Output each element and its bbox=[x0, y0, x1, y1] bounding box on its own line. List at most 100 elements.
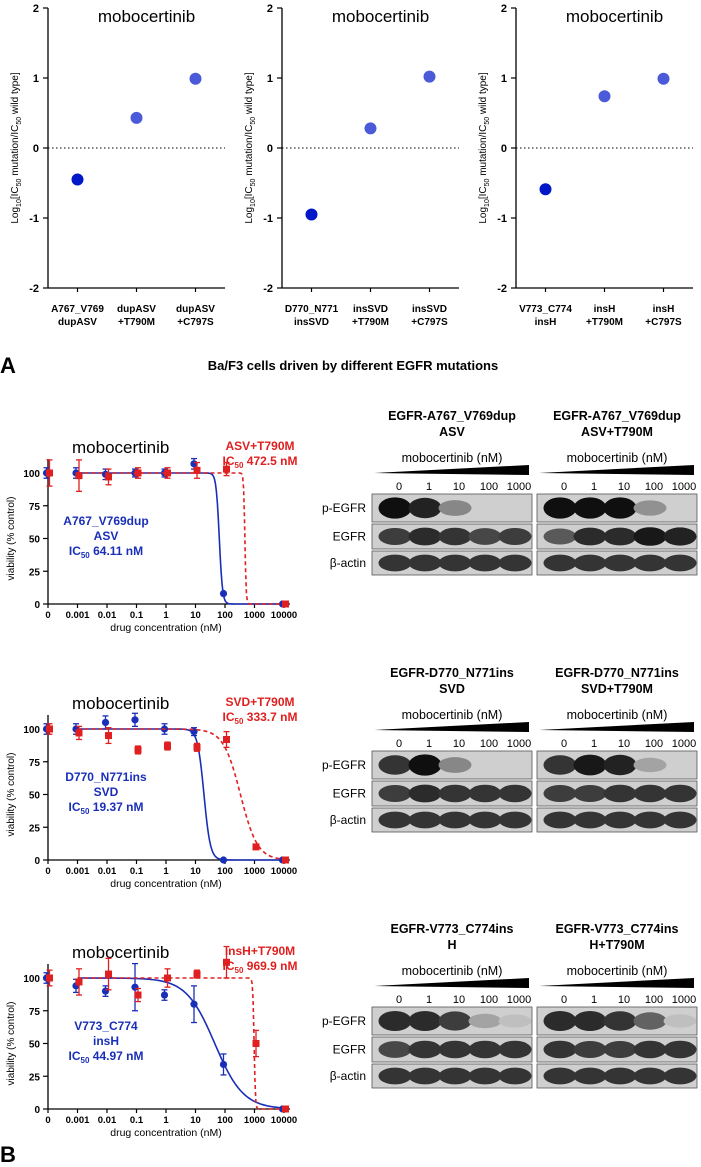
western-blot-4: EGFR-D770_N771ins SVD+T790M mobocertinib (… bbox=[536, 666, 698, 833]
x-tick-label: dupASV bbox=[117, 304, 156, 315]
series-label: D770_N771ins bbox=[65, 770, 147, 784]
ic50-label-part: 50 bbox=[235, 966, 244, 975]
x-axis-label: drug concentration (nM) bbox=[110, 622, 221, 634]
data-point bbox=[223, 465, 230, 473]
fit-curve bbox=[77, 977, 285, 1109]
blot-band bbox=[438, 1040, 472, 1059]
blot-band bbox=[408, 497, 442, 519]
blot-band bbox=[543, 528, 577, 545]
blot-band bbox=[438, 554, 472, 572]
y-tick-label: -1 bbox=[263, 213, 273, 225]
data-point bbox=[134, 991, 142, 999]
x-tick-label: insSVD bbox=[412, 304, 447, 315]
concentration-wedge bbox=[539, 978, 694, 988]
x-tick-label: 1 bbox=[163, 866, 169, 877]
data-point bbox=[101, 718, 110, 727]
blot-band bbox=[633, 527, 667, 546]
blot-band bbox=[543, 784, 577, 803]
lane-label: 100 bbox=[480, 738, 498, 750]
blot-band bbox=[573, 527, 607, 546]
data-point bbox=[223, 958, 230, 966]
blot-title: EGFR-D770_N771ins bbox=[555, 666, 679, 680]
blot-band bbox=[633, 784, 667, 803]
x-tick-label: 1 bbox=[163, 610, 169, 621]
blot-band bbox=[408, 554, 442, 572]
data-point bbox=[46, 469, 53, 477]
blot-title: EGFR-V773_C774ins bbox=[391, 922, 514, 936]
blot-band bbox=[378, 554, 412, 572]
y-tick-label: 1 bbox=[501, 73, 507, 85]
x-tick-label: D770_N771 bbox=[285, 304, 339, 315]
blot-band bbox=[663, 784, 697, 803]
y-tick-label: 75 bbox=[29, 758, 41, 769]
ic50-label-part: IC bbox=[69, 800, 81, 814]
blot-band bbox=[498, 527, 532, 546]
row-label: EGFR bbox=[333, 787, 367, 801]
x-tick-label: +C797S bbox=[411, 317, 448, 328]
ic50-label-part: 50 bbox=[235, 717, 244, 726]
y-axis-label-part: 10 bbox=[250, 199, 257, 207]
row-label: p-EGFR bbox=[322, 758, 366, 772]
panel-label-b: B bbox=[0, 1142, 16, 1167]
blot-band bbox=[378, 1010, 412, 1032]
series-label: V773_C774 bbox=[74, 1019, 138, 1033]
ic50-label-part: 472.5 nM bbox=[243, 454, 297, 468]
data-point bbox=[657, 72, 670, 85]
row-label: β-actin bbox=[330, 813, 366, 827]
ic50-label: IC50 333.7 nM bbox=[223, 710, 298, 726]
panel-label-a: A bbox=[0, 353, 16, 378]
blot-band bbox=[543, 755, 577, 775]
y-axis-label-part: [IC bbox=[244, 186, 255, 199]
blot-band bbox=[468, 528, 502, 545]
lane-label: 100 bbox=[645, 481, 663, 493]
drug-label: mobocertinib (nM) bbox=[567, 708, 668, 722]
data-point bbox=[75, 729, 83, 737]
y-axis-label-part: 50 bbox=[16, 178, 23, 186]
x-tick-label: 10000 bbox=[271, 1115, 297, 1126]
concentration-wedge bbox=[539, 465, 694, 475]
blot-band bbox=[408, 1010, 442, 1032]
y-axis-label-part: Log bbox=[244, 207, 255, 224]
y-axis-label-part: 50 bbox=[16, 117, 23, 125]
y-axis-label: viability (% control) bbox=[6, 1002, 17, 1086]
blot-band bbox=[603, 554, 637, 572]
blot-title: ASV+T790M bbox=[581, 425, 653, 439]
blot-band bbox=[603, 527, 637, 546]
lane-label: 100 bbox=[645, 738, 663, 750]
lane-label: 10 bbox=[453, 994, 465, 1006]
blot-band bbox=[573, 497, 607, 519]
blot-band bbox=[378, 784, 412, 803]
series-label: SVD bbox=[94, 785, 119, 799]
y-tick-label: 100 bbox=[23, 974, 40, 985]
fit-curve bbox=[77, 728, 284, 861]
concentration-wedge bbox=[374, 978, 529, 988]
concentration-wedge bbox=[374, 722, 529, 732]
blot-title: H+T790M bbox=[589, 938, 644, 952]
ic50-label-part: 50 bbox=[235, 461, 244, 470]
y-tick-label: 0 bbox=[34, 1105, 40, 1116]
blot-band bbox=[663, 554, 697, 572]
blot-band bbox=[633, 1040, 667, 1059]
x-tick-label: dupASV bbox=[176, 304, 215, 315]
lane-label: 1 bbox=[426, 738, 432, 750]
lane-label: 1000 bbox=[507, 994, 531, 1006]
concentration-wedge bbox=[374, 465, 529, 475]
x-tick-label: insSVD bbox=[353, 304, 388, 315]
blot-band bbox=[663, 1067, 697, 1085]
blot-band bbox=[573, 784, 607, 803]
blot-band bbox=[603, 811, 637, 829]
y-axis-label-part: 50 bbox=[250, 117, 257, 125]
data-point bbox=[539, 183, 552, 196]
ic50-label-part: 50 bbox=[81, 551, 90, 560]
blot-band bbox=[498, 1067, 532, 1085]
lane-label: 10 bbox=[453, 738, 465, 750]
y-axis-label-part: Log bbox=[478, 207, 489, 224]
y-tick-label: 75 bbox=[29, 1007, 41, 1018]
blot-band bbox=[633, 757, 667, 773]
y-tick-label: 25 bbox=[29, 823, 41, 834]
chart-title: mobocertinib bbox=[72, 943, 169, 962]
y-axis-label: Log10[IC50 mutation/IC50 wild type] bbox=[244, 72, 257, 223]
concentration-wedge bbox=[539, 722, 694, 732]
